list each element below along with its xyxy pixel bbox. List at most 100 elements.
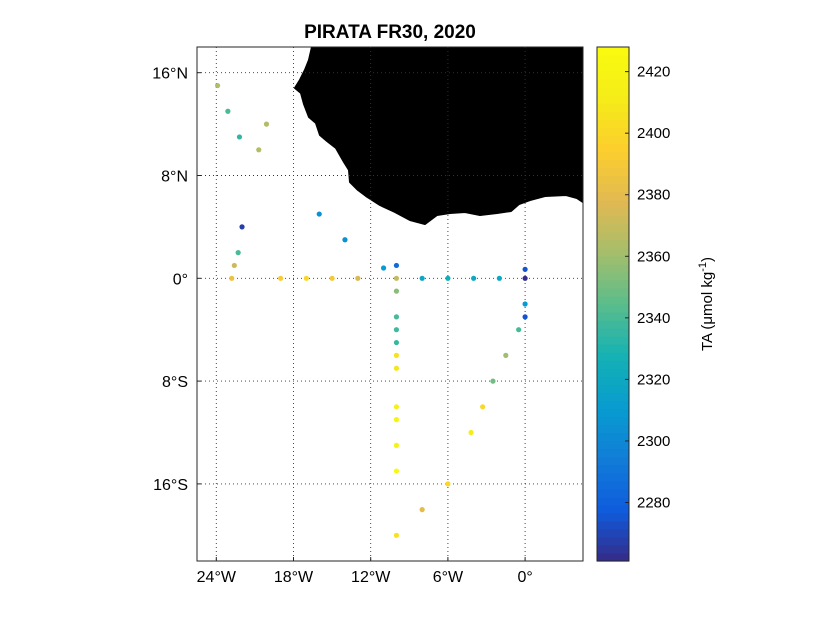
colorbar-segment-7 [597,496,629,506]
x-tick-label-0: 24°W [197,569,237,586]
x-axis-ticks: 24°W 18°W 12°W 6°W 0° [197,557,533,586]
data-point-33 [522,266,528,272]
data-point-29 [419,275,425,281]
colorbar-tick-label-7: 2420 [637,64,670,81]
colorbar-segment-49 [597,159,629,169]
colorbar-segment-30 [597,312,629,321]
data-point-1 [225,108,231,114]
data-point-2 [236,134,243,140]
colorbar-segment-8 [597,488,629,498]
colorbar-label: TA (μmol kg-1) [697,257,716,351]
colorbar-segment-42 [597,215,629,225]
data-point-42 [445,481,451,487]
colorbar-segment-4 [597,520,629,530]
colorbar-segment-18 [597,408,629,418]
colorbar-segment-46 [597,183,629,193]
colorbar-segment-2 [597,536,629,546]
data-point-11 [329,275,335,281]
data-point-34 [522,275,528,281]
y-axis-ticks: 16°N 8°N 0° 8°S 16°S [152,66,201,494]
colorbar: 2280 2300 2320 2340 2360 2380 2400 2420 TA (μmo… [596,46,716,562]
africa-coastline-land [294,47,583,225]
data-point-10 [303,275,309,281]
data-point-9 [278,275,284,281]
colorbar-segment-56 [597,103,629,112]
data-point-43 [419,507,425,513]
data-point-35 [522,301,528,307]
data-point-7 [231,262,237,269]
data-point-4 [256,147,262,153]
colorbar-segment-52 [597,135,629,144]
colorbar-label-exponent: -1 [697,262,709,272]
data-point-6 [235,250,241,256]
data-point-20 [393,327,400,333]
colorbar-tick-label-5: 2380 [637,187,670,204]
x-tick-label-2: 12°W [351,569,391,586]
colorbar-segment-43 [597,207,629,217]
y-tick-label-0: 16°N [152,66,188,83]
colorbar-segment-17 [597,416,629,426]
data-point-21 [393,339,400,346]
colorbar-segment-19 [597,400,629,410]
colorbar-segment-27 [597,336,629,345]
data-point-25 [393,417,400,423]
colorbar-segment-13 [597,448,629,458]
x-tick-label-4: 0° [517,569,532,586]
colorbar-segment-35 [597,271,629,281]
colorbar-segment-54 [597,119,629,128]
data-point-16 [393,262,400,269]
colorbar-segment-23 [597,368,629,377]
colorbar-segment-1 [597,544,629,554]
colorbar-tick-label-6: 2400 [637,125,670,142]
chart-title: PIRATA FR30, 2020 [304,22,476,43]
colorbar-segment-26 [597,344,629,353]
colorbar-segment-11 [597,464,629,474]
data-point-12 [355,275,361,281]
colorbar-segment-31 [597,304,629,313]
colorbar-segment-3 [597,528,629,538]
data-point-32 [496,275,502,281]
colorbar-segment-63 [597,47,629,56]
data-point-31 [471,275,477,281]
data-point-14 [342,237,348,243]
colorbar-segment-28 [597,328,629,337]
data-point-41 [468,429,474,436]
colorbar-segment-16 [597,424,629,434]
colorbar-label-end: ) [699,257,716,262]
colorbar-segment-55 [597,111,629,120]
colorbar-tick-label-1: 2300 [637,433,670,450]
colorbar-segment-5 [597,512,629,522]
colorbar-segment-34 [597,279,629,289]
y-tick-label-2: 0° [173,271,188,288]
data-point-17 [393,275,400,281]
colorbar-segment-50 [597,151,629,161]
colorbar-segment-47 [597,175,629,185]
data-point-37 [516,327,522,333]
colorbar-segment-15 [597,432,629,442]
colorbar-segment-20 [597,392,629,401]
colorbar-segment-59 [597,79,629,88]
data-point-26 [393,442,400,448]
plot-frame [196,46,584,562]
data-point-15 [380,265,387,271]
colorbar-tick-label-2: 2320 [637,371,670,388]
data-points [214,82,528,538]
data-point-38 [503,352,509,358]
data-point-13 [316,211,322,217]
colorbar-label-main: TA (μmol kg [699,272,716,351]
data-point-18 [393,288,400,294]
colorbar-tick-label-0: 2280 [637,495,670,512]
colorbar-segment-10 [597,472,629,482]
colorbar-segment-22 [597,376,629,385]
colorbar-segment-29 [597,320,629,329]
colorbar-segment-39 [597,239,629,249]
colorbar-segment-58 [597,87,629,96]
colorbar-ticks: 2280 2300 2320 2340 2360 2380 2400 2420 [625,64,670,512]
data-point-28 [393,532,400,538]
colorbar-segment-48 [597,167,629,177]
colorbar-frame [596,46,630,562]
data-point-8 [229,275,235,281]
y-tick-label-4: 16°S [153,477,188,494]
colorbar-segment-60 [597,71,629,80]
